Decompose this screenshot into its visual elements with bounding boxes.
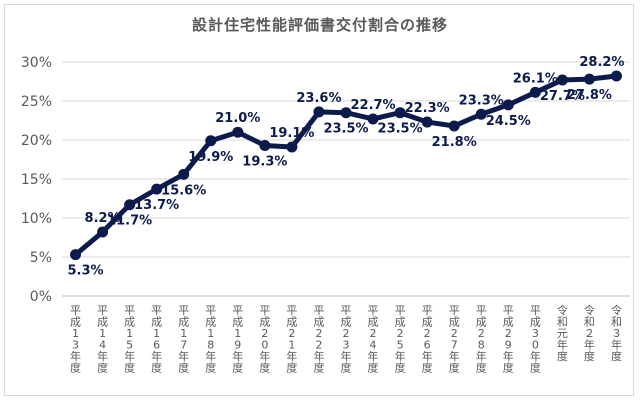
data-point xyxy=(421,116,433,128)
x-tick-label: 令和元年度 xyxy=(557,303,568,363)
data-point xyxy=(610,70,622,82)
data-point xyxy=(313,106,325,118)
data-label: 19.3% xyxy=(242,154,287,169)
data-label: 26.1% xyxy=(513,71,558,86)
data-point xyxy=(502,99,514,111)
data-point xyxy=(151,183,163,195)
y-tick-label: 15% xyxy=(21,172,52,188)
data-label: 24.5% xyxy=(486,114,531,129)
x-tick-label: 平成 1 9 年度 xyxy=(232,304,243,375)
y-tick-label: 25% xyxy=(21,94,52,110)
y-tick-label: 5% xyxy=(30,250,52,266)
x-tick-label: 平成 2 3 年度 xyxy=(341,304,352,375)
data-point xyxy=(205,135,217,147)
x-tick-label: 平成 2 2 年度 xyxy=(313,304,324,375)
x-tick-label: 平成 2 7 年度 xyxy=(449,304,460,375)
data-label: 23.5% xyxy=(323,122,368,137)
data-label: 22.3% xyxy=(405,101,450,116)
x-tick-label: 平成 2 8 年度 xyxy=(476,304,487,375)
data-label: 19.1% xyxy=(269,126,314,141)
x-tick-label: 平成 2 4 年度 xyxy=(368,304,379,375)
data-point xyxy=(232,126,244,138)
y-tick-label: 10% xyxy=(21,211,52,227)
data-point xyxy=(529,86,541,98)
x-tick-label: 平成 1 3 年度 xyxy=(70,304,81,375)
data-point xyxy=(448,120,460,132)
y-tick-label: 20% xyxy=(21,133,52,149)
data-label: 8.2% xyxy=(85,211,121,226)
x-tick-label: 平成 2 6 年度 xyxy=(422,304,433,375)
data-label: 13.7% xyxy=(134,198,179,213)
data-point xyxy=(124,199,136,211)
data-point xyxy=(97,226,109,238)
series-line xyxy=(73,73,619,258)
x-tick-label: 平成 2 0 年度 xyxy=(259,304,270,375)
data-label: 21.8% xyxy=(432,135,477,150)
x-tick-label: 平成 2 5 年度 xyxy=(395,304,406,375)
x-tick-label: 平成 1 8 年度 xyxy=(205,304,216,375)
x-tick-label: 平成 2 1 年度 xyxy=(286,304,297,375)
data-label: 28.2% xyxy=(579,55,624,70)
data-point xyxy=(259,139,271,151)
data-point xyxy=(70,249,82,261)
data-label: 11.7% xyxy=(107,214,152,229)
data-label: 27.7% xyxy=(540,89,585,104)
data-point xyxy=(583,73,595,85)
data-point xyxy=(178,168,190,180)
x-tick-label: 令和２年度 xyxy=(584,303,595,363)
x-tick-label: 平成 3 0 年度 xyxy=(530,304,541,375)
data-point xyxy=(340,107,352,119)
x-tick-label: 平成 2 9 年度 xyxy=(503,304,514,375)
x-tick-label: 平成 1 7 年度 xyxy=(178,304,189,375)
data-label: 15.6% xyxy=(161,183,206,198)
data-label: 22.7% xyxy=(350,98,395,113)
data-label: 23.6% xyxy=(296,91,341,106)
data-label: 19.9% xyxy=(188,150,233,165)
data-label: 5.3% xyxy=(68,264,104,279)
y-tick-label: 0% xyxy=(30,289,52,305)
chart-frame xyxy=(4,4,634,396)
chart-title: 設計住宅性能評価書交付割合の推移 xyxy=(191,16,448,34)
x-tick-label: 平成 1 5 年度 xyxy=(124,304,135,375)
data-point xyxy=(556,74,568,86)
data-label: 23.5% xyxy=(378,122,423,137)
data-label: 27.8% xyxy=(567,88,612,103)
data-point xyxy=(475,108,487,120)
data-label: 23.3% xyxy=(459,93,504,108)
data-point xyxy=(394,107,406,119)
x-tick-label: 平成 1 6 年度 xyxy=(151,304,162,375)
y-tick-label: 30% xyxy=(21,55,52,71)
data-point xyxy=(286,141,298,153)
x-tick-label: 平成 1 4 年度 xyxy=(97,304,108,375)
data-label: 21.0% xyxy=(215,111,260,126)
data-point xyxy=(367,113,379,125)
x-tick-label: 令和３年度 xyxy=(611,303,622,363)
